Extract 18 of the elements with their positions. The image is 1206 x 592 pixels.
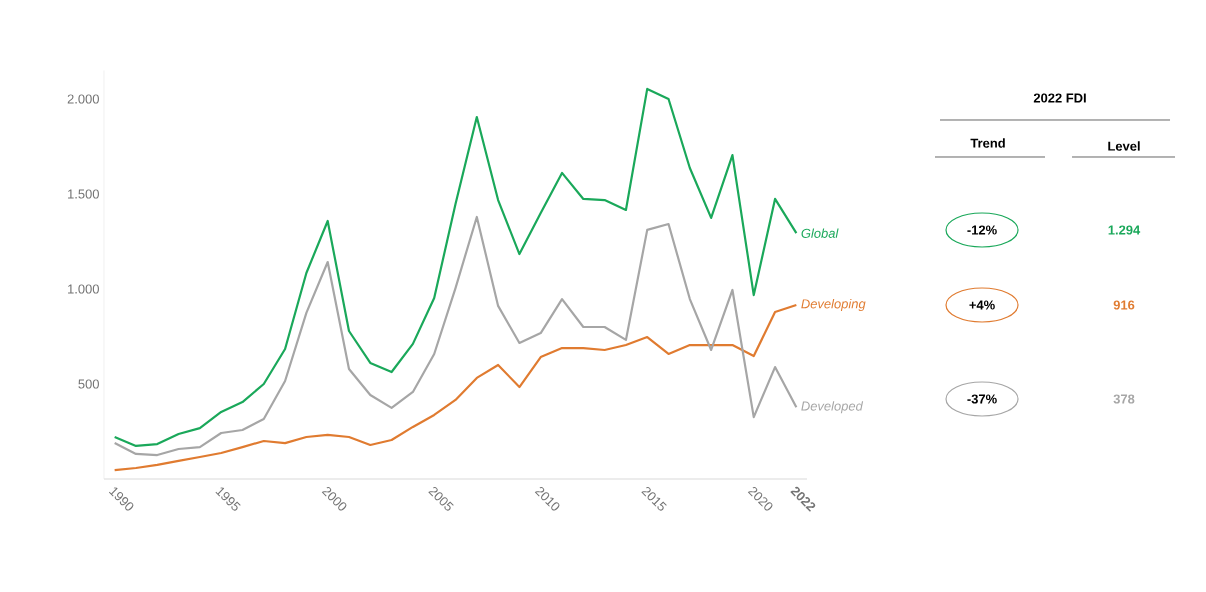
text: 378 [1113,394,1135,404]
text: 2022 FDI [1033,93,1086,103]
line-series [113,215,798,457]
text: Trend [970,138,1005,148]
text: -37% [967,394,997,404]
text: -12% [967,225,997,235]
line-series [113,87,798,448]
y-tick-label: 1.500 [68,189,99,199]
y-tick-label: 2.000 [67,94,99,104]
text: 1.294 [1108,225,1141,235]
text: Level [1108,141,1140,151]
y-tick-label: 500 [78,379,99,389]
text: +4% [969,300,995,310]
series-label: Global [801,228,839,238]
series-label: Developed [801,401,864,414]
text: 916 [1113,300,1135,310]
series-label: Developing [801,298,866,311]
y-tick-label: 1.000 [68,284,99,294]
